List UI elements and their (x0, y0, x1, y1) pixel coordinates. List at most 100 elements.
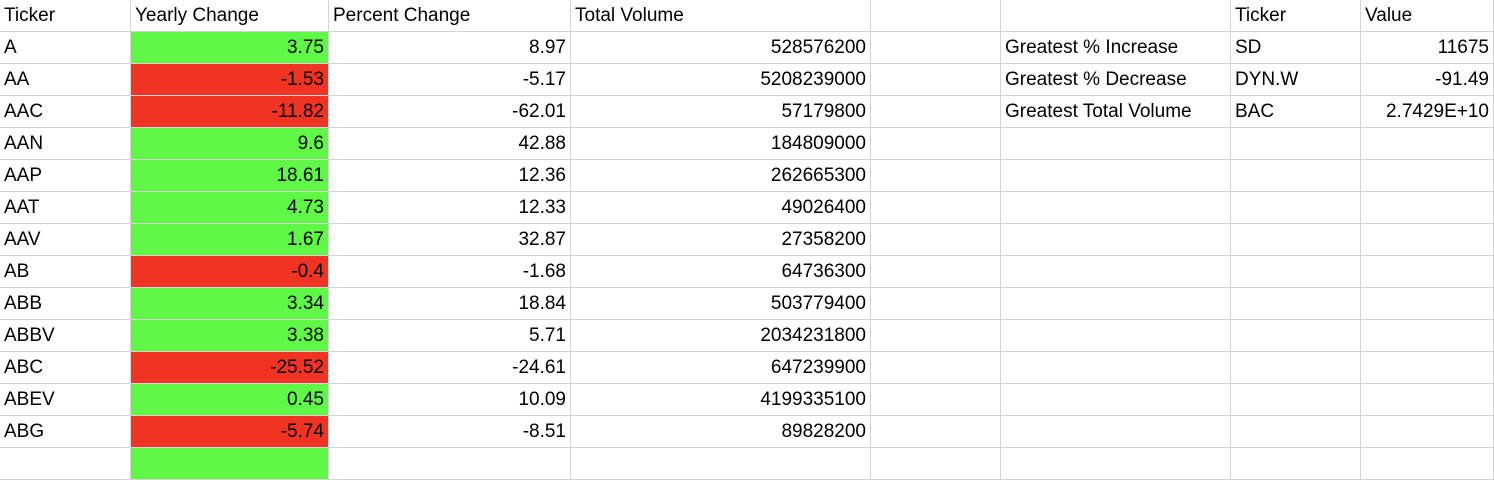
percent-change-cell[interactable]: -62.01 (329, 96, 571, 128)
empty-cell[interactable] (871, 0, 1001, 32)
percent-change-cell[interactable]: 12.33 (329, 192, 571, 224)
ticker-cell[interactable]: ABG (0, 416, 131, 448)
header-total-volume[interactable]: Total Volume (571, 0, 871, 32)
ticker-cell[interactable]: AAV (0, 224, 131, 256)
percent-change-cell[interactable]: 18.84 (329, 288, 571, 320)
yearly-change-cell[interactable]: 0.45 (131, 384, 329, 416)
empty-cell[interactable] (871, 352, 1001, 384)
percent-change-cell[interactable]: -5.17 (329, 64, 571, 96)
total-volume-cell[interactable]: 4199335100 (571, 384, 871, 416)
empty-cell[interactable] (1231, 160, 1361, 192)
empty-cell[interactable] (1361, 256, 1494, 288)
percent-change-cell[interactable]: 32.87 (329, 224, 571, 256)
total-volume-cell[interactable]: 503779400 (571, 288, 871, 320)
percent-change-cell[interactable]: 5.71 (329, 320, 571, 352)
header-yearly-change[interactable]: Yearly Change (131, 0, 329, 32)
empty-cell[interactable] (1361, 448, 1494, 480)
empty-cell[interactable] (1001, 0, 1231, 32)
ticker-cell[interactable]: AAN (0, 128, 131, 160)
yearly-change-cell[interactable]: -1.53 (131, 64, 329, 96)
summary-value-cell[interactable]: 2.7429E+10 (1361, 96, 1494, 128)
empty-cell[interactable] (1231, 192, 1361, 224)
empty-cell[interactable] (1361, 320, 1494, 352)
yearly-change-cell[interactable]: -11.82 (131, 96, 329, 128)
empty-cell[interactable] (871, 288, 1001, 320)
percent-change-cell[interactable]: 42.88 (329, 128, 571, 160)
summary-label-cell[interactable]: Greatest % Increase (1001, 32, 1231, 64)
yearly-change-cell[interactable]: -25.52 (131, 352, 329, 384)
ticker-cell[interactable]: AAT (0, 192, 131, 224)
summary-ticker-cell[interactable]: SD (1231, 32, 1361, 64)
yearly-change-cell[interactable] (131, 448, 329, 480)
ticker-cell[interactable]: ABBV (0, 320, 131, 352)
ticker-cell[interactable]: A (0, 32, 131, 64)
empty-cell[interactable] (1361, 192, 1494, 224)
empty-cell[interactable] (1231, 256, 1361, 288)
empty-cell[interactable] (1231, 288, 1361, 320)
yearly-change-cell[interactable]: 9.6 (131, 128, 329, 160)
empty-cell[interactable] (871, 256, 1001, 288)
empty-cell[interactable] (1001, 416, 1231, 448)
empty-cell[interactable] (1001, 128, 1231, 160)
total-volume-cell[interactable]: 27358200 (571, 224, 871, 256)
empty-cell[interactable] (871, 448, 1001, 480)
ticker-cell[interactable]: ABB (0, 288, 131, 320)
empty-cell[interactable] (1361, 416, 1494, 448)
percent-change-cell[interactable]: -8.51 (329, 416, 571, 448)
yearly-change-cell[interactable]: -5.74 (131, 416, 329, 448)
percent-change-cell[interactable] (329, 448, 571, 480)
ticker-cell[interactable]: AB (0, 256, 131, 288)
empty-cell[interactable] (871, 32, 1001, 64)
empty-cell[interactable] (1001, 320, 1231, 352)
empty-cell[interactable] (871, 128, 1001, 160)
empty-cell[interactable] (1231, 320, 1361, 352)
empty-cell[interactable] (1361, 128, 1494, 160)
empty-cell[interactable] (1361, 352, 1494, 384)
yearly-change-cell[interactable]: 3.38 (131, 320, 329, 352)
total-volume-cell[interactable]: 528576200 (571, 32, 871, 64)
header-percent-change[interactable]: Percent Change (329, 0, 571, 32)
empty-cell[interactable] (1231, 384, 1361, 416)
yearly-change-cell[interactable]: -0.4 (131, 256, 329, 288)
percent-change-cell[interactable]: 8.97 (329, 32, 571, 64)
empty-cell[interactable] (1231, 128, 1361, 160)
yearly-change-cell[interactable]: 3.75 (131, 32, 329, 64)
yearly-change-cell[interactable]: 4.73 (131, 192, 329, 224)
empty-cell[interactable] (1001, 160, 1231, 192)
total-volume-cell[interactable]: 5208239000 (571, 64, 871, 96)
total-volume-cell[interactable]: 89828200 (571, 416, 871, 448)
yearly-change-cell[interactable]: 3.34 (131, 288, 329, 320)
empty-cell[interactable] (1361, 160, 1494, 192)
total-volume-cell[interactable]: 647239900 (571, 352, 871, 384)
total-volume-cell[interactable]: 64736300 (571, 256, 871, 288)
ticker-cell[interactable] (0, 448, 131, 480)
empty-cell[interactable] (1001, 288, 1231, 320)
summary-ticker-cell[interactable]: DYN.W (1231, 64, 1361, 96)
empty-cell[interactable] (1231, 416, 1361, 448)
total-volume-cell[interactable]: 262665300 (571, 160, 871, 192)
empty-cell[interactable] (1001, 384, 1231, 416)
summary-label-cell[interactable]: Greatest % Decrease (1001, 64, 1231, 96)
empty-cell[interactable] (1001, 224, 1231, 256)
header-summary-value[interactable]: Value (1361, 0, 1494, 32)
summary-label-cell[interactable]: Greatest Total Volume (1001, 96, 1231, 128)
empty-cell[interactable] (871, 96, 1001, 128)
empty-cell[interactable] (871, 192, 1001, 224)
total-volume-cell[interactable]: 2034231800 (571, 320, 871, 352)
ticker-cell[interactable]: AA (0, 64, 131, 96)
ticker-cell[interactable]: ABEV (0, 384, 131, 416)
empty-cell[interactable] (1001, 256, 1231, 288)
summary-value-cell[interactable]: 11675 (1361, 32, 1494, 64)
total-volume-cell[interactable]: 57179800 (571, 96, 871, 128)
summary-value-cell[interactable]: -91.49 (1361, 64, 1494, 96)
total-volume-cell[interactable]: 49026400 (571, 192, 871, 224)
empty-cell[interactable] (1001, 192, 1231, 224)
ticker-cell[interactable]: AAC (0, 96, 131, 128)
empty-cell[interactable] (871, 224, 1001, 256)
empty-cell[interactable] (871, 160, 1001, 192)
empty-cell[interactable] (871, 320, 1001, 352)
total-volume-cell[interactable] (571, 448, 871, 480)
total-volume-cell[interactable]: 184809000 (571, 128, 871, 160)
empty-cell[interactable] (871, 416, 1001, 448)
header-ticker[interactable]: Ticker (0, 0, 131, 32)
